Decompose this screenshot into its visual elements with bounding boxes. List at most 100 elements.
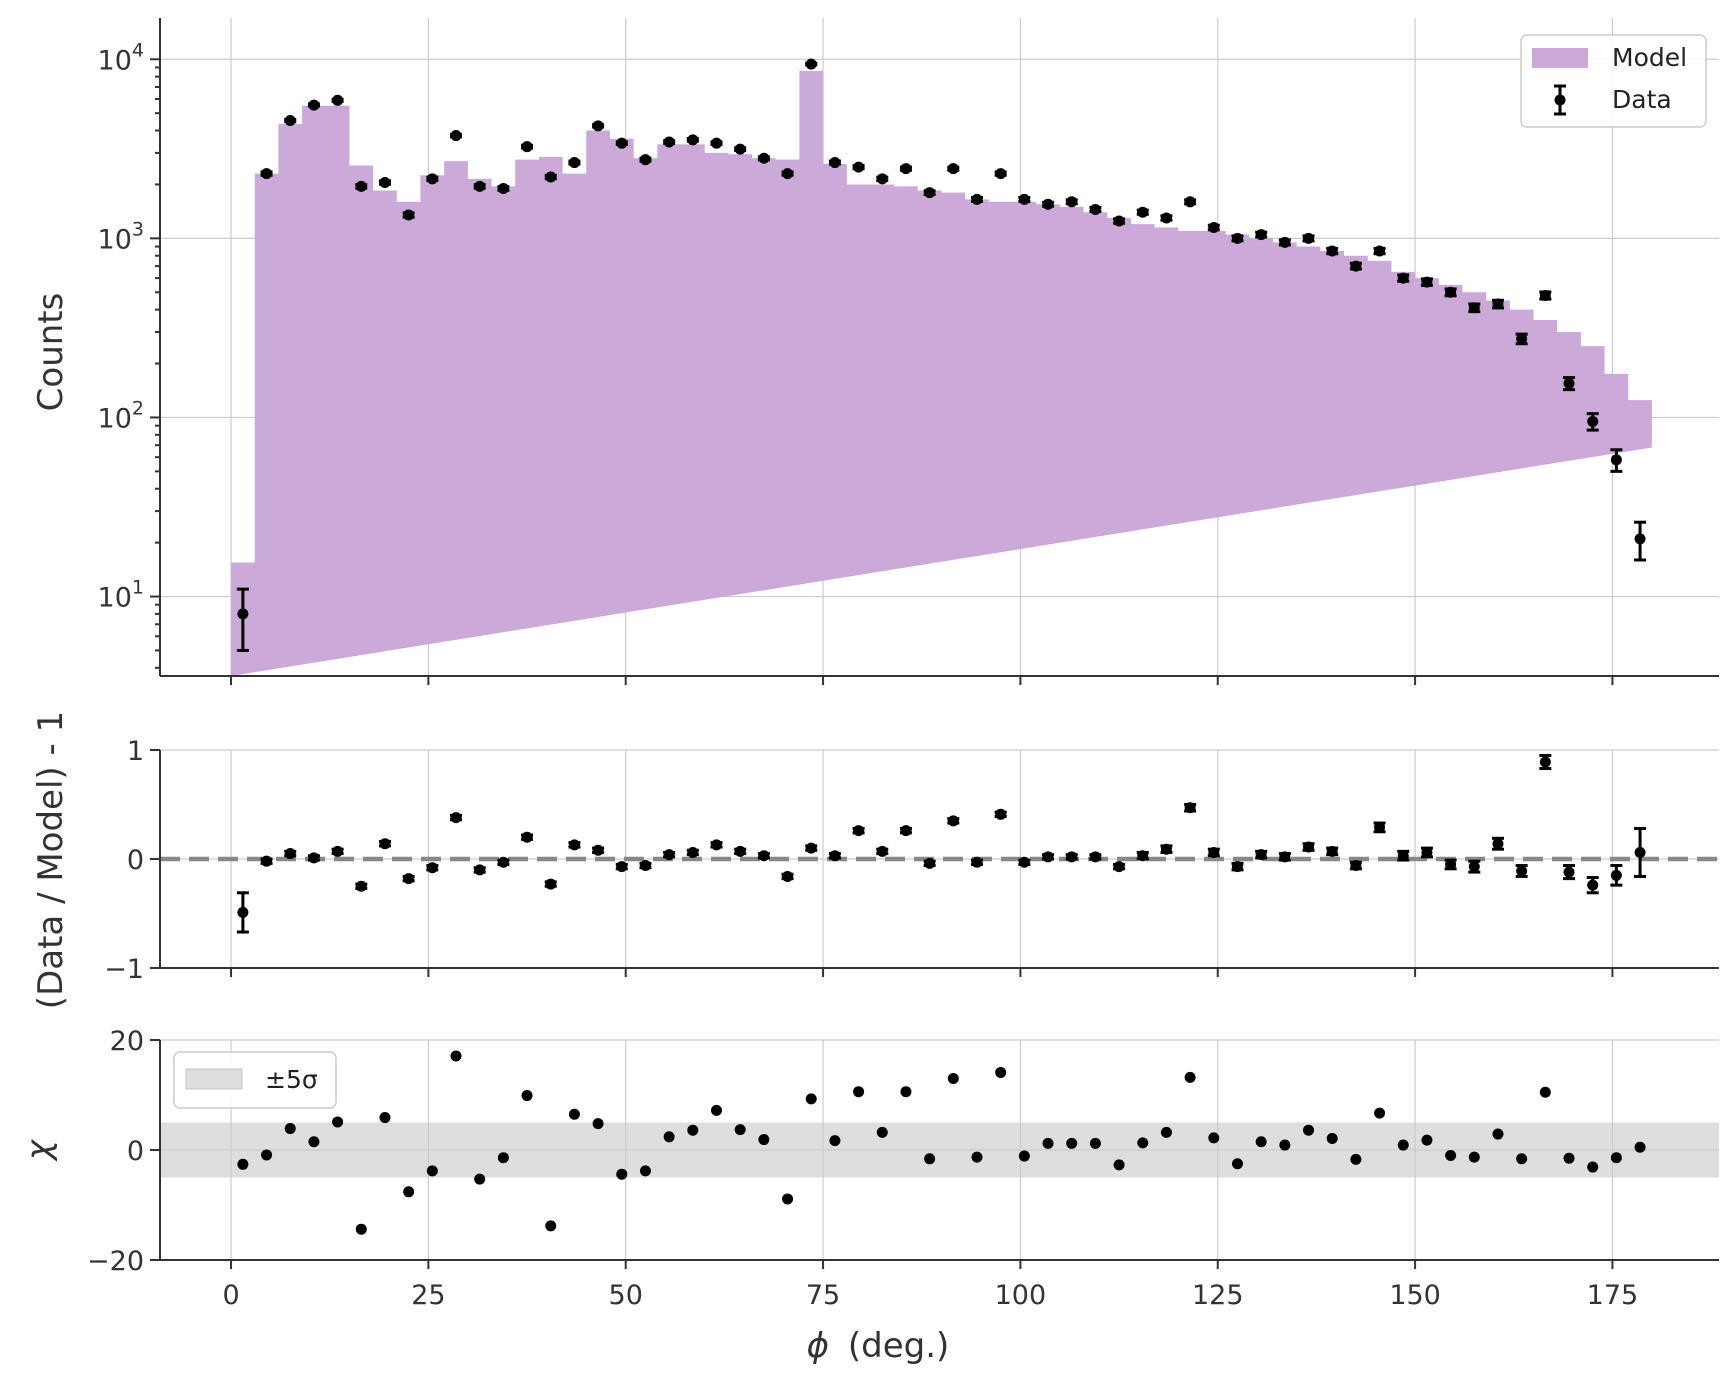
chi-point <box>711 1104 723 1116</box>
data-point <box>308 852 320 864</box>
chi-point <box>829 1135 841 1147</box>
y-tick-label: 20 <box>110 1026 144 1057</box>
data-point <box>876 173 888 185</box>
data-point <box>1303 841 1315 853</box>
chi-point <box>734 1124 746 1136</box>
data-point <box>1610 454 1622 466</box>
x-tick-label: 0 <box>222 1280 239 1311</box>
ratio-point-errorbar <box>994 808 1007 820</box>
y-tick-exponent: 2 <box>132 397 144 419</box>
data-point <box>1350 860 1362 872</box>
data-point-errorbar <box>1255 229 1268 241</box>
chi-point <box>616 1168 628 1180</box>
data-point <box>1018 193 1030 205</box>
data-point-errorbar <box>378 177 391 189</box>
data-point <box>403 209 415 221</box>
y-tick-exponent: 4 <box>132 39 144 61</box>
data-point <box>403 873 415 885</box>
legend-model-label: Model <box>1612 43 1687 72</box>
data-point <box>1303 232 1315 244</box>
data-point <box>829 850 841 862</box>
data-point-errorbar <box>781 168 794 180</box>
data-point <box>568 839 580 851</box>
data-point-errorbar <box>899 163 912 175</box>
chi-point <box>284 1123 296 1135</box>
ratio-point-errorbar <box>899 825 912 837</box>
ratio-point-errorbar <box>1089 851 1102 863</box>
ratio-point-errorbar <box>1491 836 1504 851</box>
chi-point <box>1539 1086 1551 1098</box>
data-point <box>1397 850 1409 862</box>
data-point-errorbar <box>710 137 723 149</box>
data-point-errorbar <box>686 134 699 146</box>
data-point <box>1563 377 1575 389</box>
data-point <box>758 152 770 164</box>
ratio-point-errorbar <box>1278 851 1291 863</box>
chi-point <box>332 1116 344 1128</box>
chi-point <box>1160 1126 1172 1138</box>
data-point-errorbar <box>615 137 628 149</box>
data-point <box>379 838 391 850</box>
chi-point <box>450 1050 462 1062</box>
data-point <box>1137 850 1149 862</box>
data-point-errorbar <box>1373 245 1386 257</box>
data-point-errorbar <box>994 168 1007 180</box>
data-point <box>237 906 249 918</box>
data-point <box>1279 851 1291 863</box>
ratio-point-errorbar <box>473 864 486 876</box>
chi-point <box>1516 1153 1528 1165</box>
data-point <box>1350 260 1362 272</box>
ratio-point-errorbar <box>355 880 368 892</box>
data-point <box>284 848 296 860</box>
data-point-errorbar <box>1302 232 1315 244</box>
chi-point <box>782 1193 794 1205</box>
chi-point <box>1279 1139 1291 1151</box>
data-point <box>711 137 723 149</box>
data-point <box>853 825 865 837</box>
data-point <box>616 861 628 873</box>
ratio-panel: −1 0 1 (Data / Model) - 1 <box>31 711 1719 1009</box>
data-point-errorbar <box>284 115 297 127</box>
chi-point <box>1445 1150 1457 1161</box>
data-point <box>284 115 296 127</box>
x-tick-label: 150 <box>1389 1280 1441 1311</box>
data-point <box>782 168 794 180</box>
data-point <box>639 860 651 872</box>
data-point <box>1137 206 1149 218</box>
data-point <box>1610 869 1622 881</box>
data-point <box>1539 289 1551 301</box>
data-point <box>1089 203 1101 215</box>
ratio-point-errorbar <box>1539 753 1552 771</box>
data-point-errorbar <box>544 171 557 183</box>
chi-points <box>237 1050 1646 1235</box>
data-point <box>687 134 699 146</box>
chi-point <box>308 1136 320 1148</box>
data-point <box>1421 276 1433 288</box>
chi-point <box>947 1073 959 1084</box>
ratio-point-errorbar <box>757 850 770 862</box>
data-point <box>474 180 486 192</box>
ratio-point-errorbar <box>1136 850 1149 862</box>
data-point <box>592 844 604 856</box>
chi-legend-label: ±5σ <box>265 1065 318 1094</box>
ratio-point-errorbar <box>923 857 936 869</box>
ratio-point-errorbar <box>1373 821 1386 834</box>
x-tick-label: 50 <box>609 1280 643 1311</box>
data-point <box>687 846 699 858</box>
data-point <box>1326 245 1338 257</box>
ratio-point-errorbar <box>331 845 344 857</box>
data-point-errorbar <box>521 141 534 153</box>
ratio-point-errorbar <box>521 831 534 843</box>
chi-legend-swatch <box>185 1068 243 1090</box>
ratio-point-errorbar <box>805 842 818 854</box>
chi-point <box>355 1223 367 1235</box>
data-point <box>805 842 817 854</box>
data-point <box>1255 229 1267 241</box>
ratio-point-errorbar <box>497 856 510 868</box>
ratio-point-errorbar <box>1610 864 1623 887</box>
data-point-errorbar <box>402 209 415 221</box>
ratio-point-errorbar <box>378 838 391 850</box>
chi-point <box>1255 1136 1267 1148</box>
data-point-errorbar <box>450 130 463 142</box>
ratio-point-errorbar <box>781 870 794 882</box>
